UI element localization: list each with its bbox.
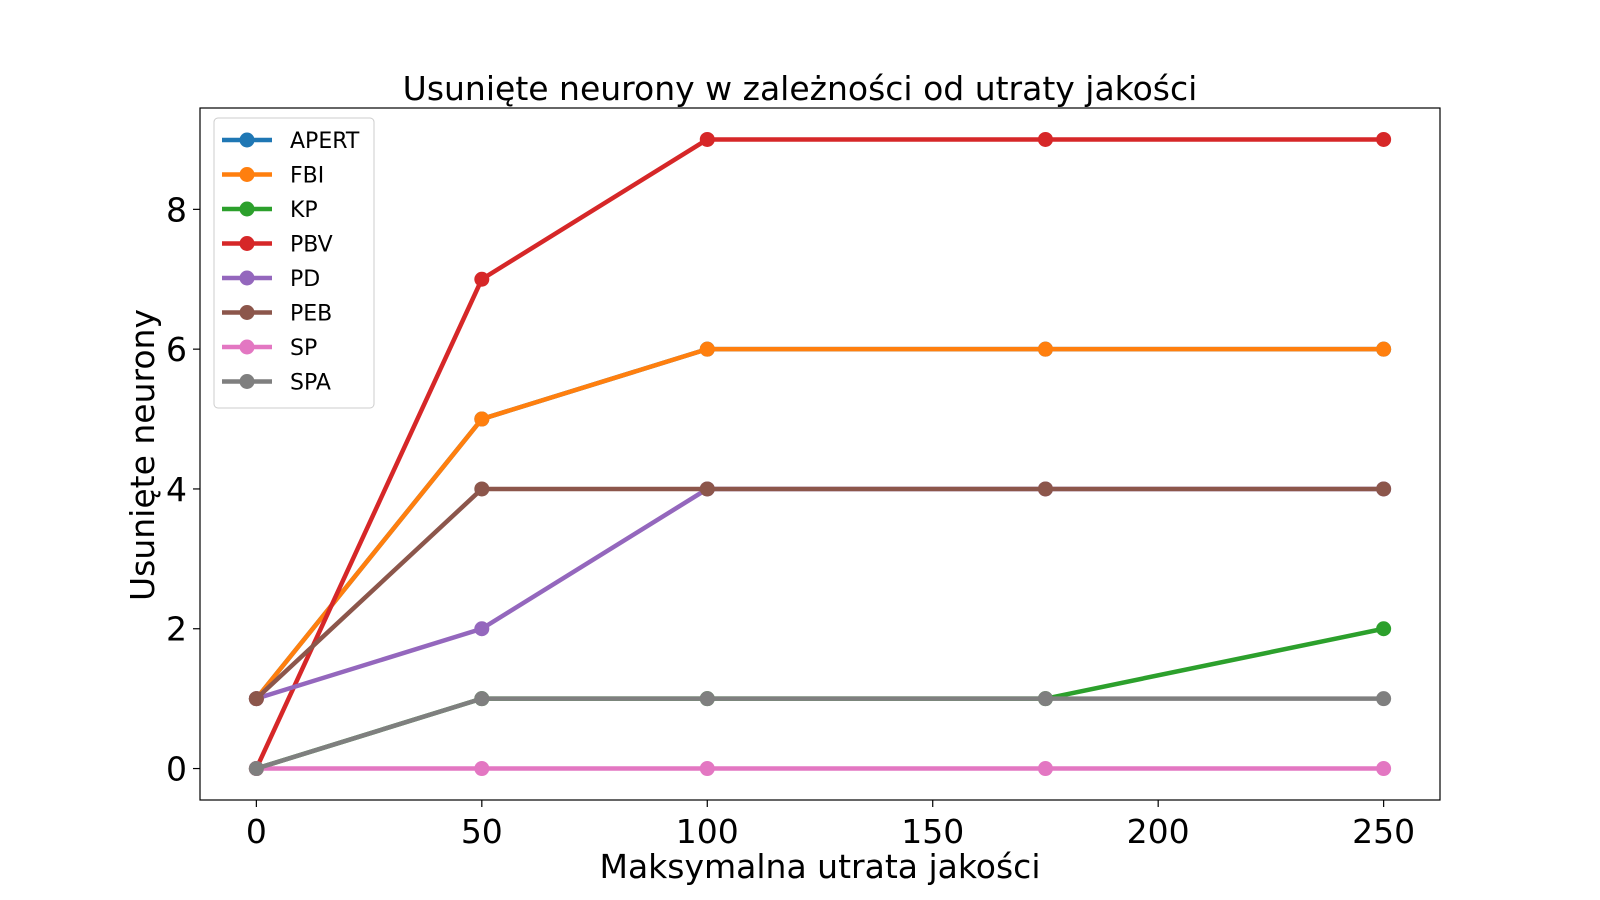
series-pd bbox=[248, 481, 1392, 707]
legend: APERT FBI KP PBV PD PEB SP SPA bbox=[213, 117, 375, 409]
legend-label: PBV bbox=[290, 233, 333, 258]
x-tick-label: 200 bbox=[1127, 812, 1190, 851]
y-tick-label: 0 bbox=[166, 750, 187, 789]
series-fbi bbox=[248, 341, 1392, 707]
plot-area bbox=[248, 131, 1392, 777]
legend-item-fbi: FBI bbox=[222, 164, 324, 189]
data-point-pbv bbox=[1037, 131, 1053, 147]
data-point-pd bbox=[474, 621, 490, 637]
series-pbv bbox=[248, 131, 1392, 777]
data-point-spa bbox=[699, 691, 715, 707]
data-point-pbv bbox=[1376, 131, 1392, 147]
plot-frame bbox=[199, 107, 1441, 801]
legend-item-peb: PEB bbox=[222, 302, 332, 327]
y-axis: 0 2 4 6 8 bbox=[166, 190, 200, 789]
data-point-fbi bbox=[474, 411, 490, 427]
series-sp bbox=[248, 761, 1392, 777]
data-point-spa bbox=[1037, 691, 1053, 707]
data-point-spa bbox=[248, 761, 264, 777]
data-point-peb bbox=[1376, 481, 1392, 497]
y-tick-label: 8 bbox=[166, 190, 187, 229]
data-point-spa bbox=[1376, 691, 1392, 707]
legend-item-pd: PD bbox=[222, 267, 320, 292]
legend-label: SP bbox=[290, 336, 317, 361]
legend-marker bbox=[239, 236, 255, 251]
series-spa bbox=[248, 691, 1392, 777]
legend-marker bbox=[239, 132, 255, 148]
legend-label: SPA bbox=[290, 371, 331, 396]
legend-label: FBI bbox=[290, 164, 324, 189]
legend-marker bbox=[239, 270, 255, 286]
y-tick-label: 4 bbox=[166, 470, 187, 509]
series-line-spa bbox=[255, 696, 1384, 771]
data-point-peb bbox=[1037, 481, 1053, 497]
data-point-spa bbox=[474, 691, 490, 707]
legend-label: PD bbox=[290, 267, 320, 292]
y-axis-title: Usunięte neurony bbox=[123, 309, 162, 601]
data-point-pbv bbox=[474, 271, 490, 287]
legend-marker bbox=[239, 305, 255, 320]
data-point-peb bbox=[474, 481, 490, 497]
x-axis: 0 50 100 150 200 250 bbox=[246, 800, 1415, 851]
x-tick-label: 250 bbox=[1352, 812, 1415, 851]
legend-item-pbv: PBV bbox=[222, 233, 333, 258]
y-tick-label: 6 bbox=[166, 330, 187, 369]
legend-item-kp: KP bbox=[222, 198, 318, 223]
data-point-fbi bbox=[1037, 341, 1053, 357]
legend-marker bbox=[239, 374, 255, 389]
legend-item-spa: SPA bbox=[222, 371, 331, 396]
legend-label: PEB bbox=[290, 302, 332, 327]
series-line-pbv bbox=[254, 137, 1384, 770]
data-point-peb bbox=[248, 691, 264, 707]
data-point-peb bbox=[699, 481, 715, 497]
x-tick-label: 150 bbox=[901, 812, 964, 851]
data-point-sp bbox=[474, 761, 490, 777]
chart-title: Usunięte neurony w zależności od utraty … bbox=[403, 69, 1198, 108]
series-line-peb bbox=[254, 486, 1384, 701]
series-apert bbox=[248, 341, 1392, 707]
legend-frame bbox=[213, 117, 375, 409]
x-tick-label: 100 bbox=[676, 812, 739, 851]
data-point-sp bbox=[699, 761, 715, 777]
x-tick-label: 0 bbox=[246, 812, 267, 851]
data-point-sp bbox=[1037, 761, 1053, 777]
data-point-sp bbox=[1376, 761, 1392, 777]
legend-item-sp: SP bbox=[222, 336, 317, 361]
series-peb bbox=[248, 481, 1392, 707]
data-point-pbv bbox=[699, 131, 715, 147]
y-tick-label: 2 bbox=[166, 610, 187, 649]
data-point-fbi bbox=[1376, 341, 1392, 357]
data-point-kp bbox=[1376, 621, 1392, 637]
legend-label: KP bbox=[290, 198, 318, 223]
x-axis-title: Maksymalna utrata jakości bbox=[599, 847, 1040, 886]
legend-marker bbox=[239, 201, 255, 217]
series-line-pd bbox=[255, 486, 1384, 701]
legend-item-apert: APERT bbox=[222, 129, 360, 154]
legend-marker bbox=[239, 339, 255, 355]
data-point-fbi bbox=[699, 341, 715, 357]
x-tick-label: 50 bbox=[461, 812, 503, 851]
legend-marker bbox=[239, 167, 255, 182]
legend-label: APERT bbox=[290, 129, 360, 154]
